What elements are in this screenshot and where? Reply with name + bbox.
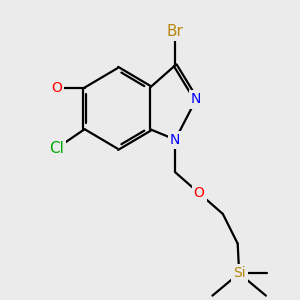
Text: O: O <box>194 186 205 200</box>
Text: O: O <box>51 81 62 94</box>
Text: N: N <box>191 92 201 106</box>
Text: Si: Si <box>233 266 245 280</box>
Text: N: N <box>170 133 181 147</box>
Text: Br: Br <box>167 24 184 39</box>
Text: Cl: Cl <box>49 141 64 156</box>
